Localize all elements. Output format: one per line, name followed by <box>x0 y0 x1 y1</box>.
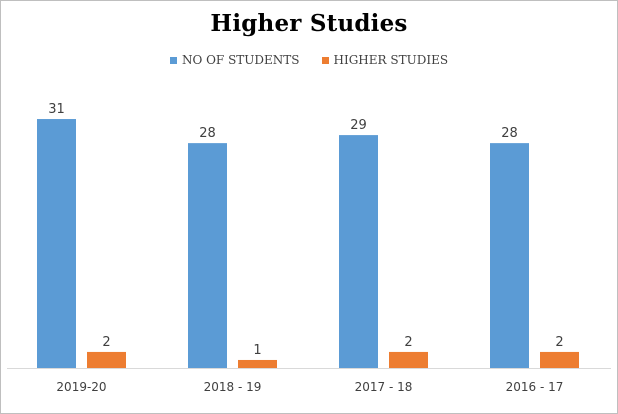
bar-students-3 <box>490 143 529 368</box>
bar-students-0 <box>37 119 76 368</box>
bar-higher-studies-3 <box>540 351 579 368</box>
bar-higher-studies-0 <box>87 351 126 368</box>
bar-students-2 <box>339 135 378 368</box>
category-label-3: 2016 - 17 <box>506 380 564 394</box>
data-label-students-1: 28 <box>199 126 216 141</box>
data-label-students-0: 31 <box>48 102 65 117</box>
category-label-0: 2019-20 <box>56 380 106 394</box>
legend-swatch-higher-studies <box>321 56 329 64</box>
chart-title: Higher Studies <box>210 10 408 37</box>
legend-label-students: NO OF STUDENTS <box>181 53 300 67</box>
bar-higher-studies-2 <box>389 351 428 368</box>
category-label-1: 2018 - 19 <box>204 380 262 394</box>
bar-higher-studies-1 <box>238 359 277 368</box>
data-label-students-2: 29 <box>350 118 367 133</box>
legend-label-higher-studies: HIGHER STUDIES <box>333 53 449 67</box>
legend-swatch-students <box>169 56 177 64</box>
legend-item-higher-studies: HIGHER STUDIES <box>321 53 449 67</box>
bar-students-1 <box>188 143 227 368</box>
legend: NO OF STUDENTS HIGHER STUDIES <box>1 53 617 67</box>
data-label-higher-studies-2: 2 <box>404 335 412 350</box>
data-label-higher-studies-3: 2 <box>555 335 563 350</box>
data-label-students-3: 28 <box>501 126 518 141</box>
legend-item-students: NO OF STUDENTS <box>169 53 300 67</box>
data-label-higher-studies-1: 1 <box>253 343 261 358</box>
data-label-higher-studies-0: 2 <box>102 335 110 350</box>
category-label-2: 2017 - 18 <box>355 380 413 394</box>
